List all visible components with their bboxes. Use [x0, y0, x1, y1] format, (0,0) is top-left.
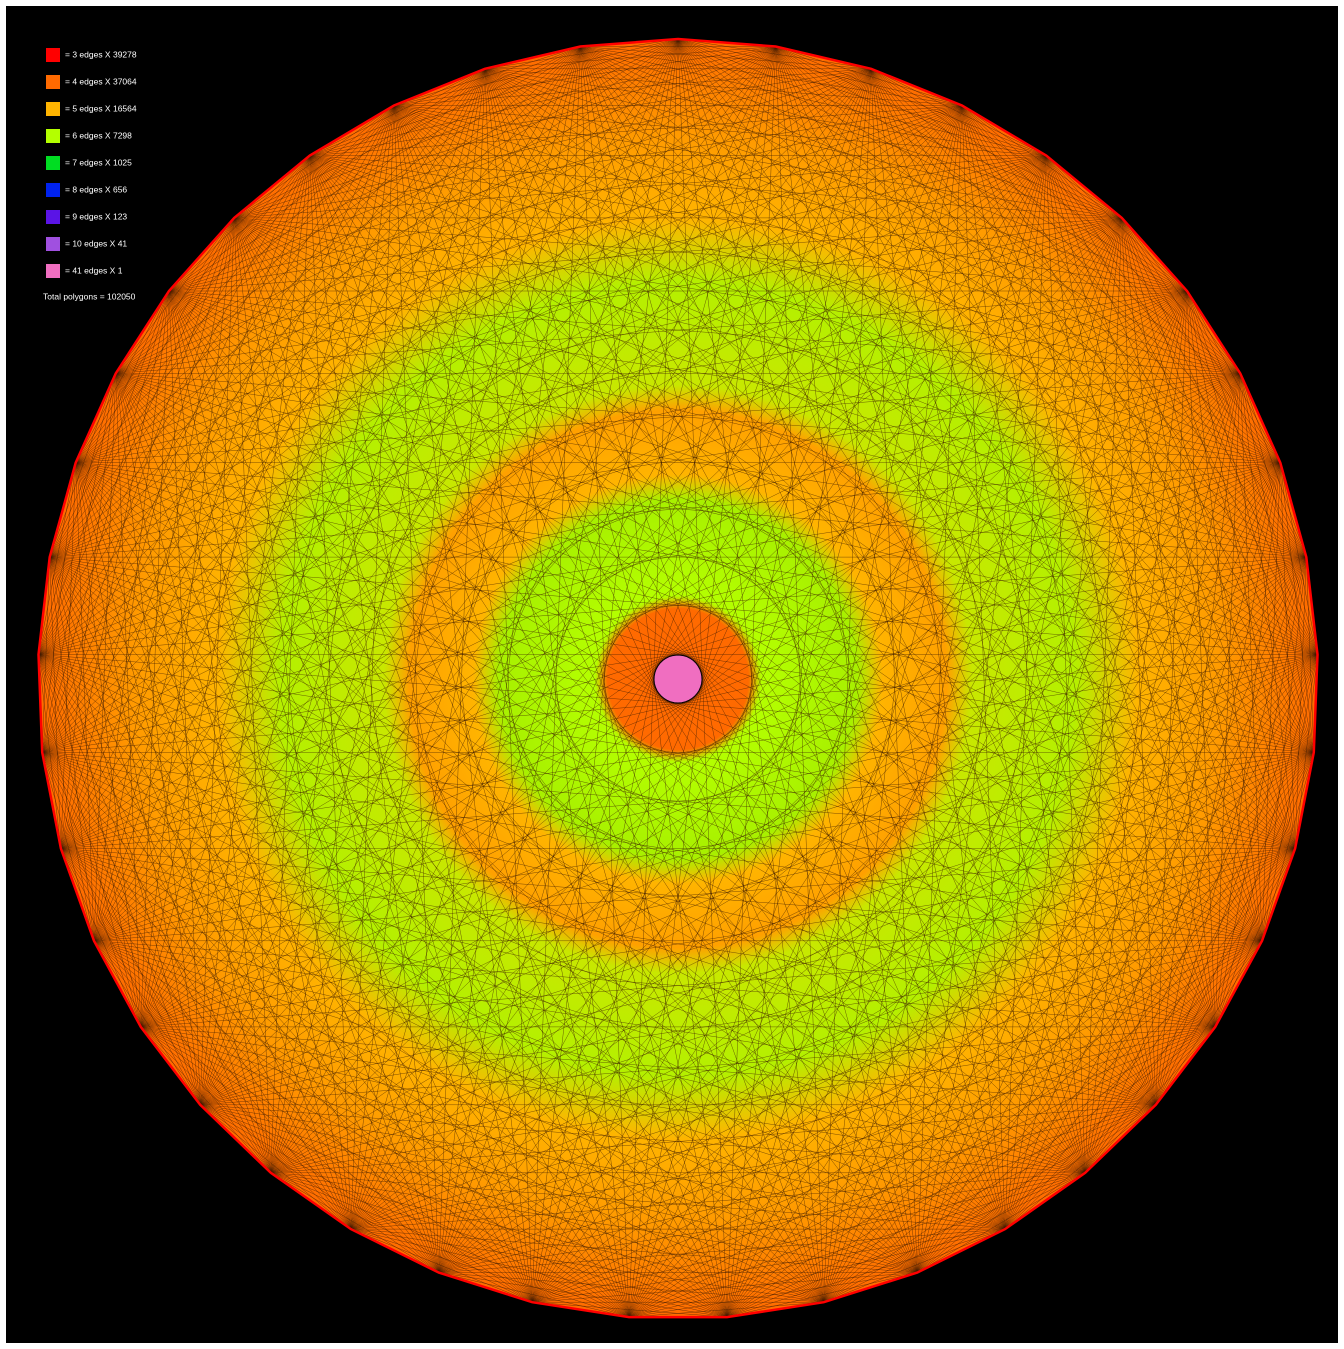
legend-swatch [46, 156, 60, 170]
legend-label: = 5 edges X 16564 [65, 103, 137, 113]
legend-label: = 7 edges X 1025 [65, 157, 132, 167]
legend-swatch [46, 237, 60, 251]
legend-swatch [46, 75, 60, 89]
legend-label: = 41 edges X 1 [65, 265, 123, 275]
legend-swatch [46, 129, 60, 143]
diagram-area: = 3 edges X 39278 = 4 edges X 37064 = 5 ed… [6, 6, 1338, 1343]
legend-label: = 6 edges X 7298 [65, 130, 132, 140]
legend-swatch [46, 48, 60, 62]
legend-swatch [46, 102, 60, 116]
center-41-gon [654, 655, 702, 703]
legend-swatch [46, 264, 60, 278]
legend-label: = 10 edges X 41 [65, 238, 127, 248]
center-polygon [654, 655, 702, 703]
legend: = 3 edges X 39278 = 4 edges X 37064 = 5 ed… [43, 48, 137, 301]
legend-swatch [46, 210, 60, 224]
legend-label: = 8 edges X 656 [65, 184, 127, 194]
legend-label: = 9 edges X 123 [65, 211, 127, 221]
polygon-diagram: = 3 edges X 39278 = 4 edges X 37064 = 5 ed… [6, 6, 1338, 1343]
legend-label: = 3 edges X 39278 [65, 49, 137, 59]
page: {"legend": {"items": [ {"text": "= 3 edg… [0, 0, 1344, 1349]
legend-total: Total polygons = 102050 [43, 291, 136, 301]
legend-label: = 4 edges X 37064 [65, 76, 137, 86]
legend-swatch [46, 183, 60, 197]
